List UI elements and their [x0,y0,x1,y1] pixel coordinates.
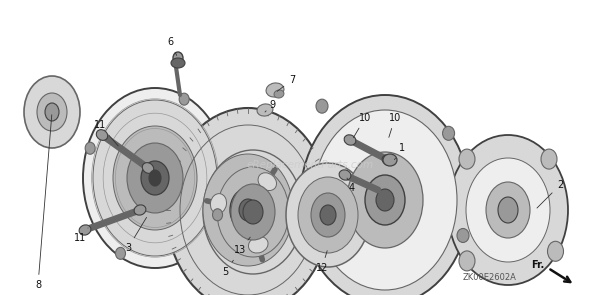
Text: ZK00E2602A: ZK00E2602A [463,273,517,283]
Text: Fr.: Fr. [532,260,545,270]
Ellipse shape [141,161,169,195]
Ellipse shape [383,154,397,166]
Ellipse shape [211,194,227,214]
Ellipse shape [134,205,146,215]
Ellipse shape [217,167,289,257]
Text: 2: 2 [537,180,563,208]
Ellipse shape [212,209,222,221]
Ellipse shape [541,149,557,169]
Text: 11: 11 [94,120,118,146]
Text: 6: 6 [167,37,177,55]
Ellipse shape [113,126,197,230]
Ellipse shape [24,76,80,148]
Ellipse shape [203,154,293,266]
Ellipse shape [116,247,126,259]
Text: 7: 7 [277,75,295,91]
Ellipse shape [442,126,454,140]
Text: 9: 9 [265,100,275,112]
Ellipse shape [96,130,108,140]
Ellipse shape [248,237,268,253]
Text: 1: 1 [395,143,405,160]
Ellipse shape [85,142,95,154]
Ellipse shape [548,241,563,261]
Text: 4: 4 [347,178,355,193]
Ellipse shape [347,152,423,248]
Ellipse shape [300,95,470,295]
Ellipse shape [257,104,273,116]
Ellipse shape [311,193,345,237]
Ellipse shape [83,88,227,268]
Ellipse shape [344,135,356,145]
Ellipse shape [382,155,394,165]
Ellipse shape [203,150,303,274]
Text: 11: 11 [74,228,88,243]
Text: 5: 5 [222,260,234,277]
Text: 13: 13 [234,237,250,255]
Ellipse shape [286,163,370,267]
Ellipse shape [448,135,568,285]
Ellipse shape [37,93,67,131]
Ellipse shape [243,200,263,224]
Ellipse shape [127,143,183,213]
Ellipse shape [320,205,336,225]
Ellipse shape [274,90,284,98]
Ellipse shape [149,170,161,186]
Ellipse shape [376,189,394,211]
Ellipse shape [231,184,275,240]
Text: 3: 3 [125,217,146,253]
Text: 10: 10 [353,113,371,137]
Ellipse shape [258,173,277,191]
Ellipse shape [313,110,457,290]
Ellipse shape [45,103,59,121]
Ellipse shape [166,108,330,295]
Ellipse shape [266,83,284,97]
Ellipse shape [93,100,217,256]
Ellipse shape [457,229,469,242]
Text: 8: 8 [35,115,52,290]
Ellipse shape [466,158,550,262]
Ellipse shape [459,251,475,271]
Text: eReplacementParts.com: eReplacementParts.com [247,160,373,170]
Ellipse shape [171,58,185,68]
Text: 10: 10 [389,113,401,137]
Ellipse shape [316,99,328,113]
Ellipse shape [498,197,518,223]
Ellipse shape [173,52,183,64]
Ellipse shape [459,149,475,169]
Ellipse shape [239,199,257,221]
Ellipse shape [486,182,530,238]
Ellipse shape [142,163,153,173]
Ellipse shape [230,188,266,232]
Text: 12: 12 [316,251,328,273]
Ellipse shape [298,177,358,253]
Ellipse shape [339,170,351,180]
Ellipse shape [79,225,91,235]
Ellipse shape [179,93,189,105]
Ellipse shape [365,175,405,225]
